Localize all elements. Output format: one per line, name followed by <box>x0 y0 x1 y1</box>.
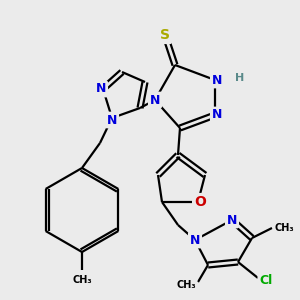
Text: S: S <box>160 28 170 42</box>
Text: CH₃: CH₃ <box>176 280 196 290</box>
Text: N: N <box>212 109 222 122</box>
Text: N: N <box>150 94 160 106</box>
Text: Cl: Cl <box>260 274 273 286</box>
Text: N: N <box>212 74 222 86</box>
Text: N: N <box>190 233 200 247</box>
Text: CH₃: CH₃ <box>274 223 294 233</box>
Text: N: N <box>107 113 117 127</box>
Text: H: H <box>236 73 244 83</box>
Text: O: O <box>194 195 206 209</box>
Text: CH₃: CH₃ <box>72 275 92 285</box>
Text: N: N <box>96 82 106 95</box>
Text: N: N <box>227 214 237 226</box>
